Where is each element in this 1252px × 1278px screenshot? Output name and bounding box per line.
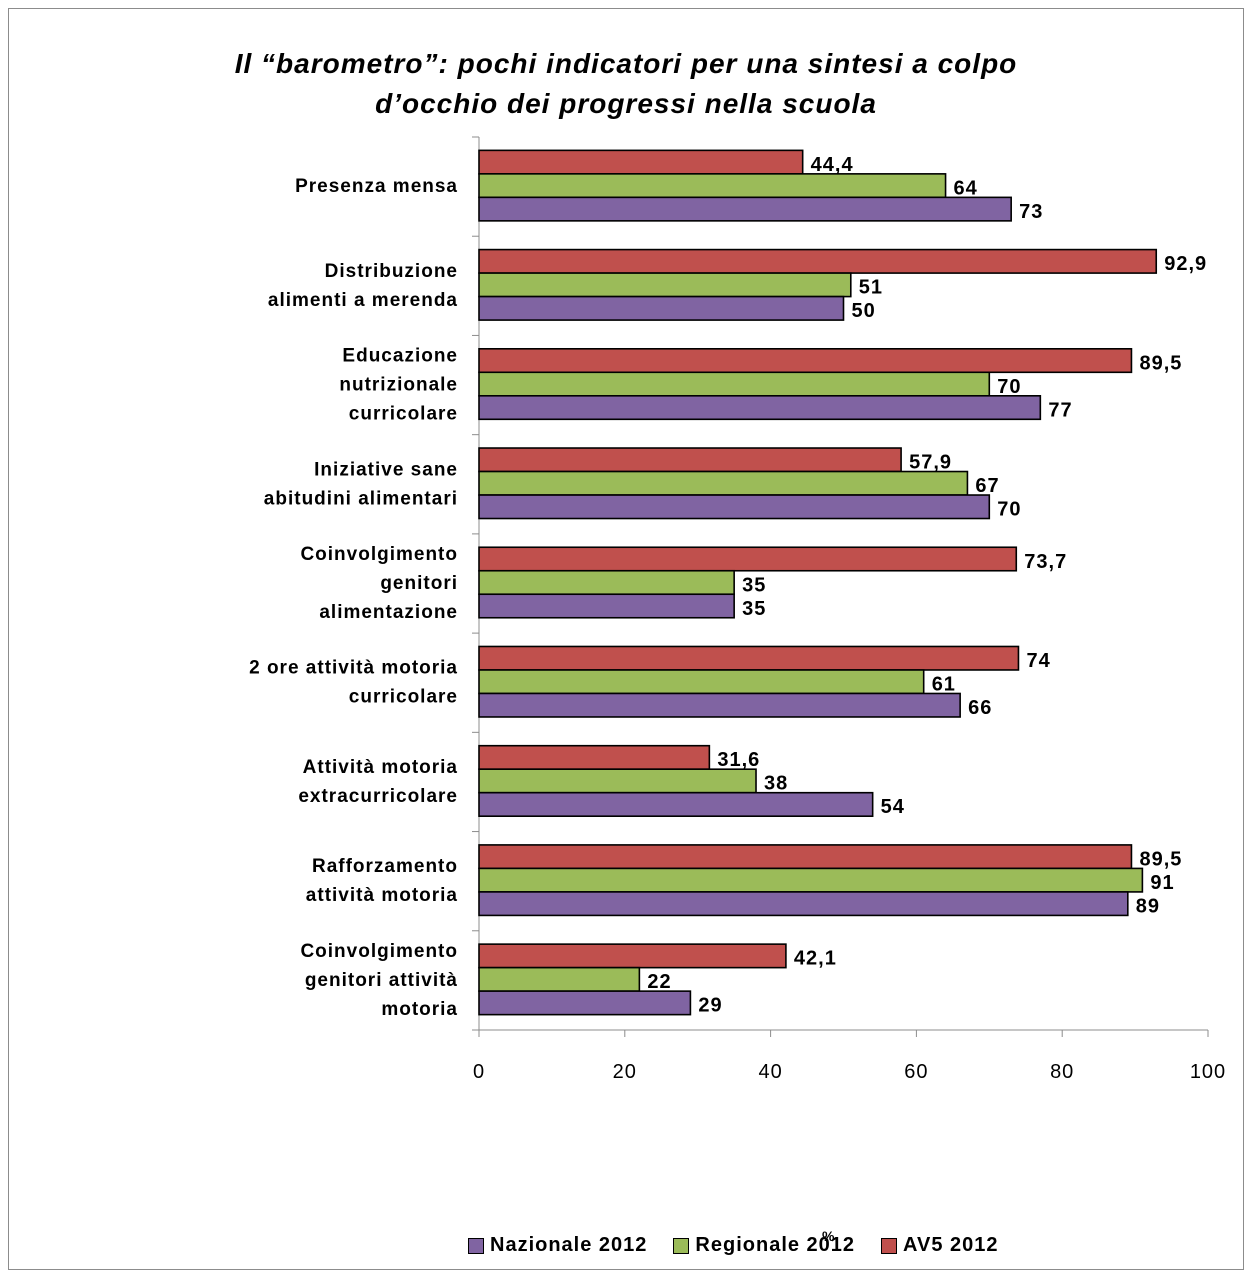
bar bbox=[478, 692, 961, 718]
category-label: genitori attività bbox=[305, 970, 458, 991]
legend-item: Regionale 2012 bbox=[673, 1234, 855, 1257]
data-label: 64 bbox=[954, 177, 978, 199]
legend: Nazionale 2012 Regionale 2012 AV5 2012 bbox=[468, 1234, 1025, 1257]
data-label: 42,1 bbox=[794, 948, 837, 970]
bar bbox=[478, 593, 735, 619]
category-label: 2 ore attività motoria bbox=[249, 658, 458, 679]
data-label: 73 bbox=[1019, 201, 1043, 223]
legend-label: AV5 2012 bbox=[903, 1234, 999, 1256]
data-label: 54 bbox=[881, 796, 905, 818]
bar bbox=[478, 891, 1129, 917]
category-label: Educazione bbox=[342, 346, 458, 367]
bar bbox=[478, 470, 969, 496]
category-label: nutrizionale bbox=[339, 375, 458, 396]
bar bbox=[478, 196, 1012, 222]
bar bbox=[478, 149, 804, 175]
data-label: 70 bbox=[997, 499, 1021, 521]
data-label: 35 bbox=[742, 574, 766, 596]
legend-swatch bbox=[673, 1237, 690, 1254]
chart-title-line-2: d’occhio dei progressi nella scuola bbox=[375, 88, 877, 119]
bar bbox=[478, 494, 991, 520]
chart-title-line-1: Il “barometro”: pochi indicatori per una… bbox=[234, 48, 1018, 79]
bar bbox=[478, 248, 1158, 274]
legend-item: AV5 2012 bbox=[881, 1234, 998, 1257]
bar bbox=[478, 645, 1020, 671]
bar bbox=[478, 744, 711, 770]
category-label: Coinvolgimento bbox=[300, 941, 458, 962]
category-label: attività motoria bbox=[306, 885, 458, 906]
data-label: 29 bbox=[698, 995, 722, 1017]
bar bbox=[478, 943, 787, 969]
data-label: 22 bbox=[647, 971, 671, 993]
category-label: genitori bbox=[380, 573, 458, 594]
bar bbox=[478, 371, 991, 397]
x-tick-label: 100 bbox=[1190, 1061, 1226, 1083]
category-label: Presenza mensa bbox=[295, 176, 458, 197]
category-label: alimenti a merenda bbox=[268, 290, 458, 311]
data-label: 35 bbox=[742, 598, 766, 620]
data-label: 57,9 bbox=[909, 452, 952, 474]
category-label: curricolare bbox=[349, 404, 458, 425]
data-label: 44,4 bbox=[811, 154, 854, 176]
bar bbox=[478, 395, 1042, 421]
data-label: 61 bbox=[932, 673, 956, 695]
category-label: motoria bbox=[381, 999, 458, 1020]
legend-swatch bbox=[468, 1237, 484, 1254]
category-label: Coinvolgimento bbox=[300, 544, 458, 565]
data-label: 89 bbox=[1136, 895, 1160, 917]
bar bbox=[478, 768, 757, 794]
bar bbox=[478, 295, 845, 321]
bar bbox=[478, 966, 641, 992]
category-label: Attività motoria bbox=[303, 757, 458, 778]
data-label: 91 bbox=[1150, 872, 1174, 894]
data-label: 77 bbox=[1048, 399, 1072, 421]
data-label: 74 bbox=[1026, 650, 1050, 672]
data-label: 38 bbox=[764, 773, 788, 795]
legend-label: Regionale 2012 bbox=[695, 1234, 856, 1256]
bar bbox=[478, 569, 735, 596]
data-label: 73,7 bbox=[1024, 551, 1067, 573]
category-label: extracurricolare bbox=[298, 786, 458, 807]
category-label: Distribuzione bbox=[325, 261, 458, 282]
category-label: Rafforzamento bbox=[312, 856, 458, 877]
x-tick-label: 0 bbox=[473, 1061, 485, 1083]
data-label: 70 bbox=[997, 376, 1021, 398]
category-label: Iniziative sane bbox=[314, 459, 458, 480]
x-tick-label: 40 bbox=[758, 1061, 782, 1083]
bar bbox=[478, 546, 1018, 572]
x-tick-label: 60 bbox=[904, 1061, 928, 1083]
data-label: 66 bbox=[968, 697, 992, 719]
bar bbox=[478, 990, 692, 1016]
bar bbox=[478, 867, 1144, 893]
bar bbox=[478, 791, 874, 817]
bar bbox=[478, 447, 902, 473]
data-label: 51 bbox=[859, 277, 883, 299]
legend-swatch bbox=[881, 1237, 898, 1254]
bar bbox=[478, 844, 1133, 870]
x-tick-label: 20 bbox=[613, 1061, 637, 1083]
category-label: abitudini alimentari bbox=[264, 488, 458, 509]
data-label: 92,9 bbox=[1164, 253, 1207, 275]
category-label: alimentazione bbox=[319, 602, 458, 623]
bar bbox=[478, 173, 947, 199]
data-label: 89,5 bbox=[1139, 352, 1182, 374]
data-label: 50 bbox=[852, 300, 876, 322]
bar bbox=[478, 669, 925, 695]
data-label: 67 bbox=[975, 475, 999, 497]
x-tick-label: 80 bbox=[1050, 1061, 1074, 1083]
category-label: curricolare bbox=[349, 687, 458, 708]
legend-label: Nazionale 2012 bbox=[490, 1234, 648, 1256]
data-label: 89,5 bbox=[1139, 848, 1182, 870]
bar bbox=[478, 348, 1133, 374]
legend-item: Nazionale 2012 bbox=[468, 1234, 647, 1257]
data-label: 31,6 bbox=[717, 749, 760, 771]
bar bbox=[478, 272, 852, 298]
chart-title: Il “barometro”: pochi indicatori per una… bbox=[0, 44, 1252, 124]
x-axis-unit-label: % bbox=[822, 1228, 835, 1244]
